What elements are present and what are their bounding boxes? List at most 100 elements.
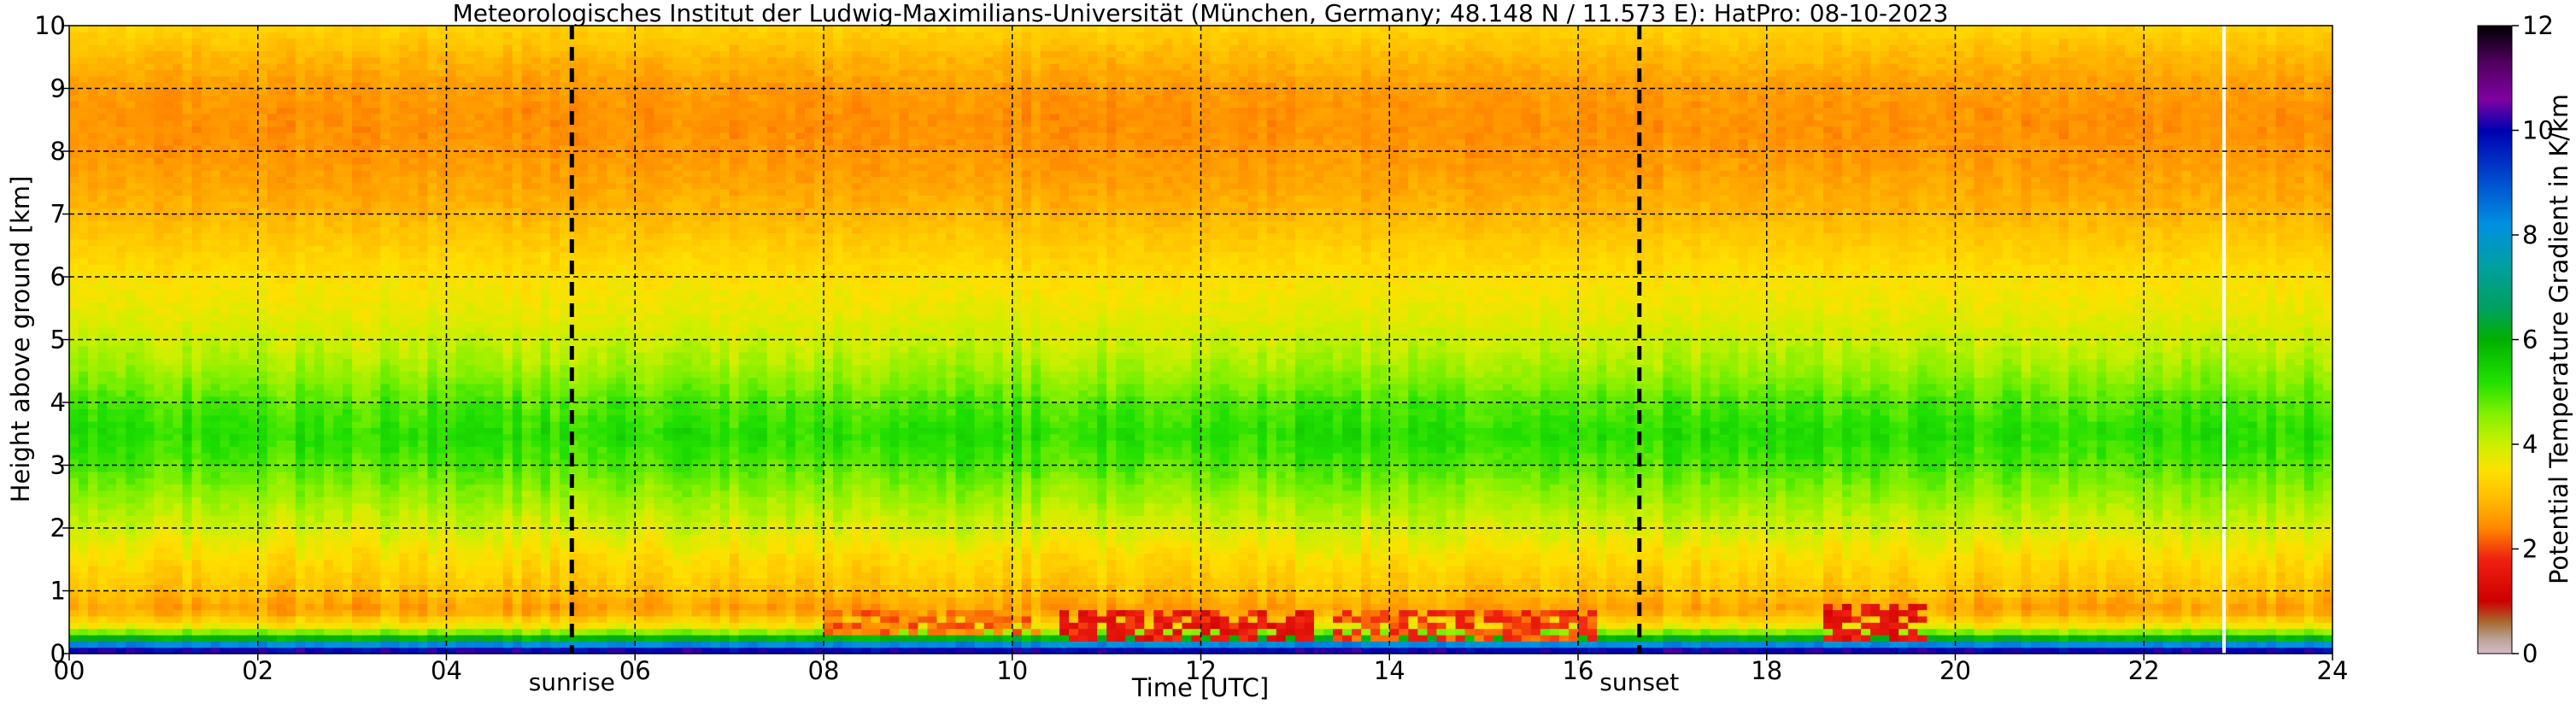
heatmap-cell bbox=[371, 258, 381, 265]
heatmap-cell bbox=[522, 340, 532, 347]
heatmap-cell bbox=[456, 346, 466, 353]
heatmap-cell bbox=[324, 302, 334, 308]
heatmap-cell bbox=[494, 132, 504, 139]
heatmap-cell bbox=[456, 503, 466, 510]
heatmap-cell bbox=[249, 610, 259, 617]
heatmap-cell bbox=[249, 63, 259, 70]
heatmap-cell bbox=[220, 151, 231, 158]
heatmap-cell bbox=[154, 503, 164, 510]
heatmap-cell bbox=[361, 346, 372, 353]
heatmap-cell bbox=[352, 553, 362, 560]
heatmap-cell bbox=[333, 352, 343, 359]
heatmap-cell bbox=[466, 126, 476, 133]
heatmap-cell bbox=[230, 239, 240, 246]
heatmap-cell bbox=[484, 384, 495, 390]
heatmap-cell bbox=[531, 170, 542, 177]
heatmap-cell bbox=[135, 89, 145, 96]
heatmap-cell bbox=[135, 566, 145, 572]
heatmap-cell bbox=[333, 239, 343, 246]
heatmap-cell bbox=[286, 446, 296, 453]
heatmap-cell bbox=[296, 384, 306, 390]
heatmap-cell bbox=[361, 63, 372, 70]
heatmap-cell bbox=[324, 359, 334, 366]
heatmap-cell bbox=[522, 89, 532, 96]
heatmap-cell bbox=[333, 365, 343, 372]
heatmap-cell bbox=[239, 496, 249, 503]
heatmap-cell bbox=[522, 183, 532, 190]
heatmap-cell bbox=[249, 352, 259, 359]
heatmap-cell bbox=[220, 616, 231, 623]
heatmap-cell bbox=[69, 402, 79, 409]
heatmap-cell bbox=[399, 183, 409, 190]
heatmap-cell bbox=[437, 610, 447, 617]
heatmap-cell bbox=[418, 597, 428, 604]
heatmap-cell bbox=[456, 610, 466, 617]
heatmap-cell bbox=[343, 503, 353, 510]
heatmap-cell bbox=[390, 572, 400, 578]
heatmap-cell bbox=[116, 95, 126, 102]
heatmap-cell bbox=[305, 534, 315, 541]
heatmap-cell bbox=[286, 69, 296, 76]
heatmap-cell bbox=[220, 528, 231, 535]
heatmap-cell bbox=[314, 189, 325, 196]
heatmap-cell bbox=[230, 258, 240, 265]
heatmap-cell bbox=[522, 114, 532, 120]
heatmap-cell bbox=[484, 202, 495, 208]
heatmap-cell bbox=[371, 239, 381, 246]
heatmap-cell bbox=[447, 572, 457, 578]
heatmap-cell bbox=[79, 346, 89, 353]
heatmap-cell bbox=[437, 69, 447, 76]
heatmap-cell bbox=[361, 478, 372, 484]
heatmap-cell bbox=[163, 26, 173, 32]
heatmap-cell bbox=[314, 434, 325, 441]
heatmap-cell bbox=[475, 50, 485, 57]
heatmap-cell bbox=[371, 157, 381, 164]
heatmap-cell bbox=[427, 95, 437, 102]
heatmap-cell bbox=[107, 245, 117, 252]
heatmap-cell bbox=[466, 572, 476, 578]
heatmap-cell bbox=[390, 390, 400, 396]
heatmap-cell bbox=[399, 320, 409, 327]
heatmap-cell bbox=[107, 258, 117, 265]
heatmap-cell bbox=[503, 108, 513, 114]
heatmap-cell bbox=[202, 340, 212, 347]
heatmap-cell bbox=[296, 515, 306, 522]
heatmap-cell bbox=[116, 603, 126, 610]
heatmap-cell bbox=[380, 101, 390, 108]
heatmap-cell bbox=[220, 610, 231, 617]
heatmap-cell bbox=[371, 176, 381, 183]
heatmap-cell bbox=[352, 402, 362, 409]
heatmap-cell bbox=[239, 503, 249, 510]
heatmap-cell bbox=[418, 290, 428, 296]
heatmap-cell bbox=[69, 509, 79, 516]
heatmap-cell bbox=[513, 50, 523, 57]
heatmap-cell bbox=[522, 277, 532, 284]
heatmap-cell bbox=[69, 308, 79, 315]
heatmap-cell bbox=[135, 446, 145, 453]
heatmap-cell bbox=[380, 63, 390, 70]
heatmap-cell bbox=[220, 57, 231, 64]
heatmap-cell bbox=[69, 496, 79, 503]
heatmap-cell bbox=[343, 509, 353, 516]
heatmap-cell bbox=[267, 69, 278, 76]
heatmap-cell bbox=[343, 378, 353, 384]
heatmap-cell bbox=[408, 57, 419, 64]
heatmap-cell bbox=[333, 566, 343, 572]
heatmap-cell bbox=[456, 114, 466, 120]
heatmap-cell bbox=[126, 440, 136, 447]
heatmap-cell bbox=[380, 421, 390, 428]
heatmap-cell bbox=[324, 170, 334, 177]
heatmap-cell bbox=[296, 258, 306, 265]
heatmap-cell bbox=[447, 220, 457, 227]
heatmap-cell bbox=[249, 371, 259, 378]
heatmap-cell bbox=[191, 290, 202, 296]
heatmap-cell bbox=[230, 38, 240, 45]
heatmap-cell bbox=[230, 340, 240, 347]
heatmap-cell bbox=[314, 183, 325, 190]
heatmap-cell bbox=[475, 314, 485, 321]
heatmap-cell bbox=[408, 466, 419, 472]
heatmap-cell bbox=[380, 566, 390, 572]
heatmap-cell bbox=[380, 277, 390, 284]
heatmap-cell bbox=[333, 264, 343, 271]
heatmap-cell bbox=[371, 629, 381, 636]
